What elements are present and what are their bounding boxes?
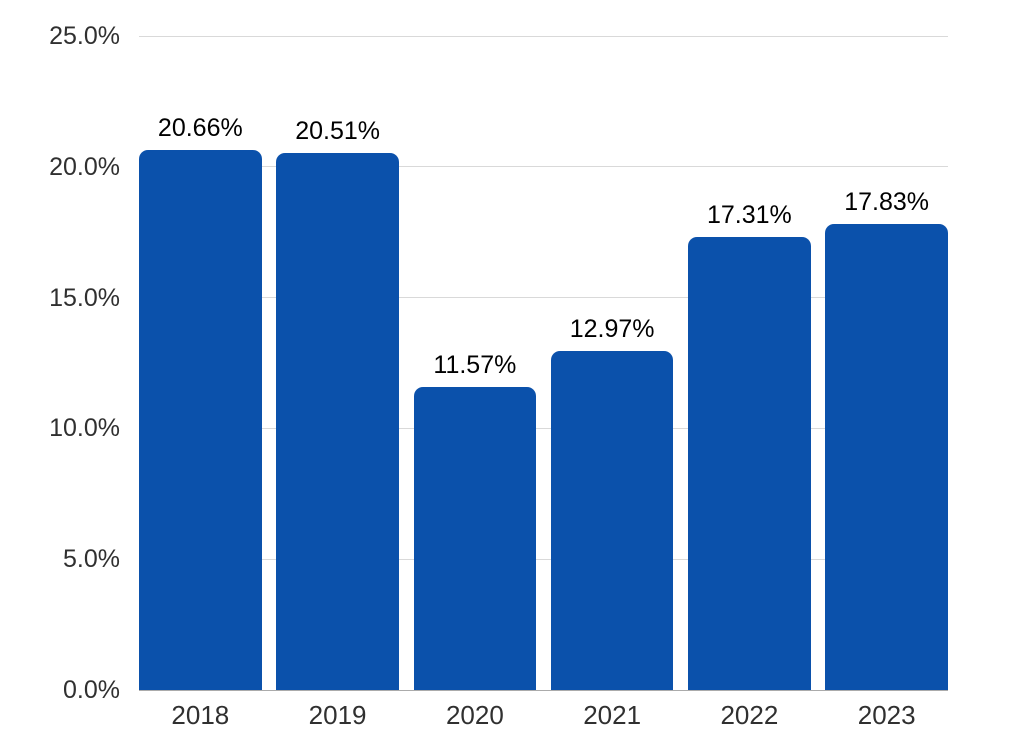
bar-value-label: 17.83% — [844, 187, 930, 216]
gridline — [139, 35, 948, 37]
y-tick-label: 10.0% — [49, 414, 120, 443]
bar-value-label: 20.51% — [295, 117, 380, 146]
bar-2018 — [139, 149, 262, 690]
bar-value-label: 12.97% — [569, 314, 655, 343]
bar-value-label: 20.66% — [157, 113, 243, 142]
bar-2019 — [276, 153, 399, 690]
x-axis-baseline — [139, 689, 948, 691]
bar-2022 — [688, 237, 811, 690]
bar-group-2018: 20.66% 2018 — [139, 36, 262, 730]
bar-group-2020: 11.57% 2020 — [413, 36, 537, 730]
gridline — [139, 558, 948, 560]
x-axis-label: 2023 — [857, 700, 916, 730]
y-axis: 0.0% 5.0% 10.0% 15.0% 20.0% 25.0% — [0, 22, 120, 704]
y-tick-label: 20.0% — [49, 152, 120, 181]
y-tick-label: 15.0% — [49, 283, 120, 312]
bar-value-label: 11.57% — [433, 351, 517, 380]
x-axis-label: 2019 — [308, 700, 367, 730]
bar-2020 — [413, 387, 537, 690]
y-tick-label: 0.0% — [63, 676, 120, 704]
plot-area: 20.66% 2018 20.51% 2019 11.57% 2020 12.97% 2021… — [139, 35, 948, 730]
bar-group-2023: 17.83% 2023 — [825, 36, 948, 730]
x-axis-label: 2022 — [720, 700, 779, 730]
gridline — [139, 297, 948, 299]
y-tick-label: 25.0% — [49, 22, 120, 50]
gridline — [139, 427, 948, 429]
x-axis-label: 2021 — [583, 700, 642, 730]
y-tick-label: 5.0% — [63, 545, 120, 574]
x-axis-label: 2018 — [171, 700, 230, 730]
x-axis-label: 2020 — [445, 700, 504, 730]
bar-2021 — [550, 350, 674, 690]
bar-group-2021: 12.97% 2021 — [550, 36, 674, 730]
bars-row: 20.66% 2018 20.51% 2019 11.57% 2020 12.97% 2021… — [139, 36, 948, 730]
bar-value-label: 17.31% — [706, 201, 792, 230]
bar-2023 — [825, 223, 948, 690]
bar-group-2019: 20.51% 2019 — [276, 36, 399, 730]
bar-group-2022: 17.31% 2022 — [688, 36, 811, 730]
gridline — [139, 166, 948, 168]
